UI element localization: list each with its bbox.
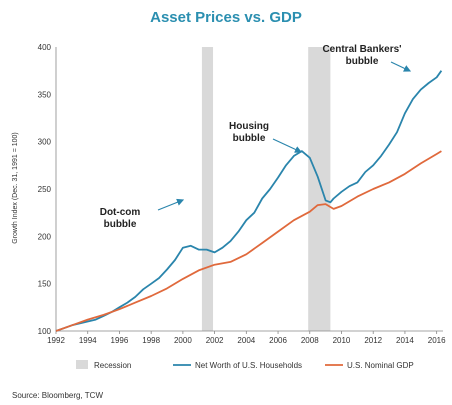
x-tick-label-2000: 2000 xyxy=(174,336,192,345)
recession-band-1 xyxy=(308,47,331,331)
annotation-1: Housing bubble xyxy=(229,121,269,144)
annotation-0: Dot-com bubble xyxy=(100,207,141,230)
chart-title: Asset Prices vs. GDP xyxy=(150,9,302,26)
annotation-arrow-1 xyxy=(272,138,303,153)
x-tick-label-2006: 2006 xyxy=(269,336,287,345)
y-tick-label-300: 300 xyxy=(38,138,52,147)
recession-bands xyxy=(201,47,331,331)
legend-swatch-recession xyxy=(76,360,88,369)
legend-label-1: Net Worth of U.S. Households xyxy=(195,361,302,370)
annotation-2: Central Bankers' bubble xyxy=(322,44,401,67)
y-tick-label-250: 250 xyxy=(38,185,52,194)
annotations: Dot-com bubble Housing bubble Central Banker… xyxy=(100,44,412,230)
source-note: Source: Bloomberg, TCW xyxy=(12,391,103,400)
y-tick-label-350: 350 xyxy=(38,90,52,99)
y-tick-label-400: 400 xyxy=(38,43,52,52)
x-tick-label-2004: 2004 xyxy=(237,336,255,345)
y-axis-label: Growth Index (Dec. 31, 1991 = 100) xyxy=(12,132,19,243)
x-tick-label-1994: 1994 xyxy=(79,336,97,345)
x-tick-label-1996: 1996 xyxy=(111,336,129,345)
x-tick-label-1998: 1998 xyxy=(142,336,160,345)
y-tick-label-200: 200 xyxy=(38,232,52,241)
annotation-arrow-2 xyxy=(390,61,412,72)
legend: Recession Net Worth of U.S. Households U.S… xyxy=(76,360,414,370)
x-tick-label-2014: 2014 xyxy=(396,336,414,345)
annotation-arrow-0 xyxy=(157,198,185,211)
legend-label-recession: Recession xyxy=(94,361,131,370)
x-tick-label-2012: 2012 xyxy=(364,336,382,345)
series-line-household-net-worth xyxy=(55,70,443,332)
x-tick-label-1992: 1992 xyxy=(47,336,65,345)
x-tick-label-2008: 2008 xyxy=(301,336,319,345)
y-tick-label-150: 150 xyxy=(38,280,52,289)
y-tick-label-100: 100 xyxy=(38,327,52,336)
recession-band-0 xyxy=(201,47,214,331)
x-tick-label-2016: 2016 xyxy=(428,336,446,345)
legend-label-2: U.S. Nominal GDP xyxy=(347,361,414,370)
axes: 1992 1994 1996 1998 2000 2002 2004 2006 2008 2010… xyxy=(38,43,446,345)
x-tick-label-2010: 2010 xyxy=(333,336,351,345)
x-tick-label-2002: 2002 xyxy=(206,336,224,345)
series-line-nominal-gdp xyxy=(55,150,442,332)
series-lines xyxy=(55,70,443,332)
